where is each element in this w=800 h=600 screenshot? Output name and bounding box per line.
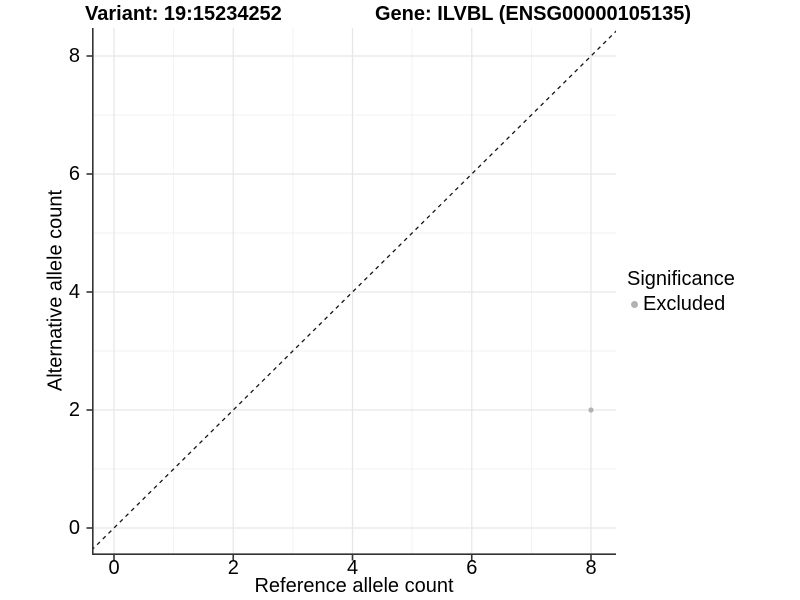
- x-tick-label: 4: [346, 557, 359, 579]
- y-tick-label: 4: [68, 281, 80, 303]
- legend-item-label: Excluded: [643, 293, 726, 315]
- legend-point-swatch: [631, 300, 638, 308]
- plot-title-variant: Variant: 19:15234252: [85, 3, 282, 25]
- y-tick-label: 0: [68, 517, 80, 539]
- legend: Significance Excluded: [627, 268, 735, 316]
- x-axis-title: Reference allele count: [254, 575, 454, 597]
- y-tick-label: 6: [68, 163, 80, 185]
- y-tick-label: 2: [68, 399, 80, 421]
- x-tick-label: 8: [585, 557, 597, 579]
- legend-title: Significance: [627, 268, 735, 290]
- plot-title-gene: Gene: ILVBL (ENSG00000105135): [375, 3, 692, 25]
- y-axis-title: Alternative allele count: [44, 189, 67, 392]
- x-tick-label: 6: [466, 557, 478, 579]
- y-tick-label: 8: [68, 45, 80, 67]
- x-tick-label: 0: [108, 557, 120, 579]
- legend-item-excluded: Excluded: [631, 292, 735, 316]
- x-tick-label: 2: [227, 557, 239, 579]
